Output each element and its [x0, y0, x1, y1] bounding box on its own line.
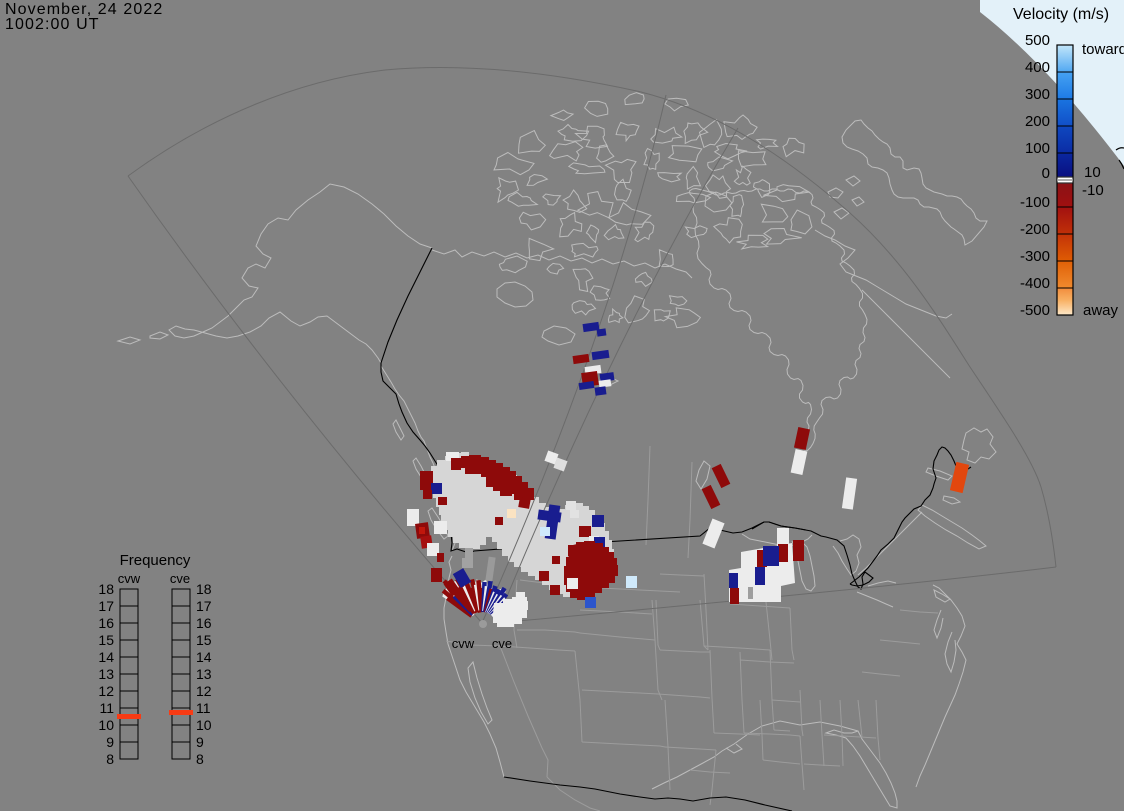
svg-text:16: 16	[196, 615, 212, 631]
svg-text:16: 16	[98, 615, 114, 631]
svg-text:14: 14	[98, 649, 114, 665]
svg-text:away: away	[1083, 302, 1119, 319]
svg-text:-500: -500	[1020, 302, 1050, 319]
svg-text:14: 14	[196, 649, 212, 665]
svg-text:-10: -10	[1082, 182, 1104, 199]
svg-text:15: 15	[98, 632, 114, 648]
svg-text:200: 200	[1025, 113, 1050, 130]
svg-text:12: 12	[98, 683, 114, 699]
svg-text:-200: -200	[1020, 221, 1050, 238]
svg-text:100: 100	[1025, 140, 1050, 157]
svg-text:1002:00 UT: 1002:00 UT	[5, 16, 100, 33]
svg-text:0: 0	[1042, 165, 1050, 182]
svg-text:10: 10	[98, 717, 114, 733]
svg-text:15: 15	[196, 632, 212, 648]
svg-text:8: 8	[196, 751, 204, 767]
svg-text:13: 13	[98, 666, 114, 682]
svg-text:300: 300	[1025, 86, 1050, 103]
svg-text:9: 9	[106, 734, 114, 750]
svg-text:13: 13	[196, 666, 212, 682]
svg-text:18: 18	[196, 581, 212, 597]
svg-text:10: 10	[196, 717, 212, 733]
svg-text:17: 17	[98, 598, 114, 614]
svg-text:500: 500	[1025, 32, 1050, 49]
svg-text:Velocity (m/s): Velocity (m/s)	[1013, 6, 1109, 23]
svg-text:400: 400	[1025, 59, 1050, 76]
svg-text:Frequency: Frequency	[120, 552, 191, 569]
svg-text:9: 9	[196, 734, 204, 750]
svg-text:11: 11	[99, 700, 114, 716]
svg-text:-100: -100	[1020, 194, 1050, 211]
svg-text:17: 17	[196, 598, 212, 614]
svg-text:cve: cve	[170, 571, 190, 586]
svg-text:10: 10	[1084, 164, 1101, 181]
svg-text:cvw: cvw	[118, 571, 141, 586]
svg-text:8: 8	[106, 751, 114, 767]
svg-text:11: 11	[196, 700, 211, 716]
svg-text:cvw: cvw	[452, 636, 475, 651]
svg-text:cve: cve	[492, 636, 512, 651]
svg-text:-300: -300	[1020, 248, 1050, 265]
svg-text:toward: toward	[1082, 41, 1124, 58]
svg-text:18: 18	[98, 581, 114, 597]
svg-text:12: 12	[196, 683, 212, 699]
svg-text:November, 24 2022: November, 24 2022	[5, 1, 163, 18]
svg-text:-400: -400	[1020, 275, 1050, 292]
